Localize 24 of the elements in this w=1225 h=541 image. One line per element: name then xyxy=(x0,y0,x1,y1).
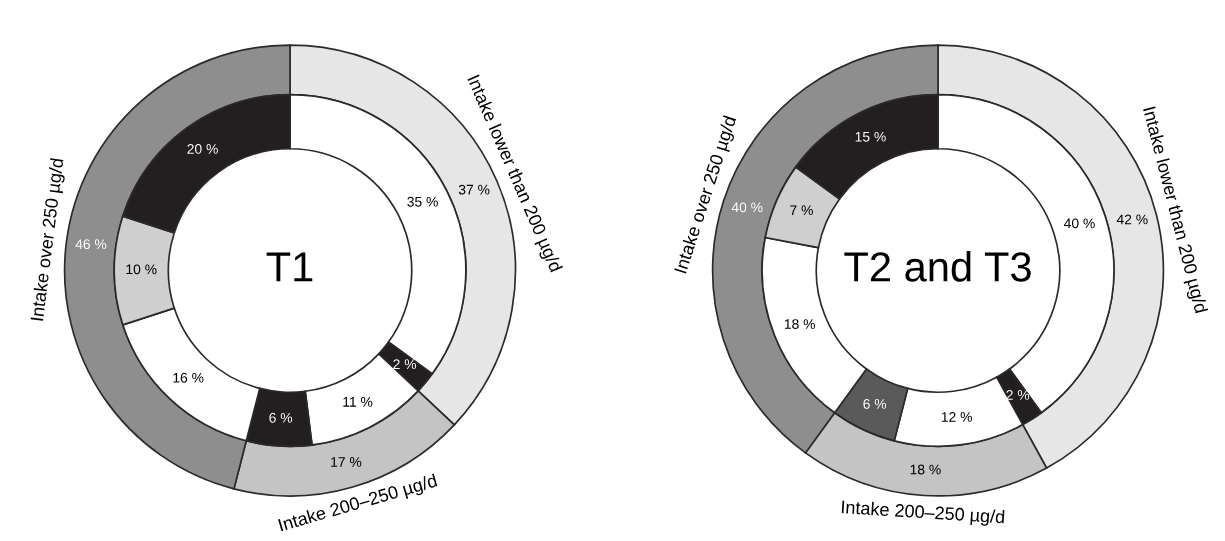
data-label: 15 % xyxy=(855,131,886,142)
data-label: 6 % xyxy=(269,412,293,423)
data-label: 18 % xyxy=(784,319,816,329)
text: T1 xyxy=(266,252,313,282)
data-label: 35 % xyxy=(407,196,438,207)
data-label: 40 % xyxy=(731,202,763,213)
data-label: 16 % xyxy=(173,372,204,383)
data-label: 20 % xyxy=(187,144,218,154)
data-label: 42 % xyxy=(1116,214,1148,225)
text: T2 and T3 xyxy=(844,251,1031,282)
text: Intake over 250 µg/d xyxy=(29,158,68,322)
data-label: 6 % xyxy=(863,399,887,409)
data-label: 46 % xyxy=(75,239,107,250)
data-label: 18 % xyxy=(910,464,941,475)
data-label: 37 % xyxy=(458,184,490,195)
data-label: 40 % xyxy=(1063,218,1095,229)
data-label: 10 % xyxy=(126,264,157,275)
data-label: 2 % xyxy=(1006,390,1030,400)
data-label: 12 % xyxy=(941,412,972,422)
text: Intake 200–250 µg/d xyxy=(841,500,1005,527)
data-label: 7 % xyxy=(790,205,813,216)
data-label: 17 % xyxy=(331,457,362,467)
data-label: 2 % xyxy=(393,359,417,370)
data-label: 11 % xyxy=(343,397,373,407)
